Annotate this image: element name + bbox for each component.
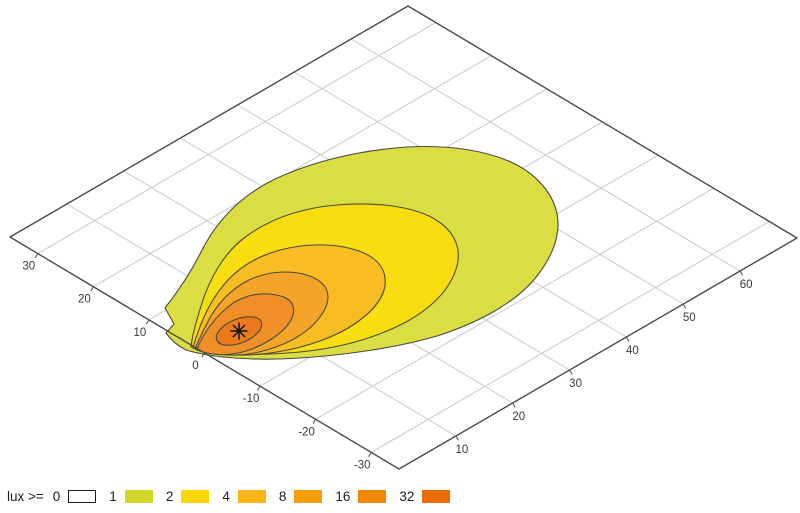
longitudinal-axis-tick xyxy=(512,402,516,408)
legend-swatch-2 xyxy=(181,489,210,503)
lateral-axis-tick-label: -10 xyxy=(243,393,260,405)
lateral-axis-tick xyxy=(145,319,150,325)
longitudinal-axis-tick xyxy=(569,369,573,375)
grid-line-lateral xyxy=(370,220,770,453)
legend-level-label-16: 16 xyxy=(335,488,351,504)
lateral-axis-tick xyxy=(201,352,205,358)
grid-line-longitudinal xyxy=(350,38,741,272)
legend-swatch-16 xyxy=(358,489,387,503)
longitudinal-axis-tick-label: 20 xyxy=(512,411,525,423)
lateral-axis-tick-label: 20 xyxy=(78,294,91,306)
longitudinal-axis-tick xyxy=(625,336,630,342)
lateral-axis-tick-label: 10 xyxy=(134,327,147,339)
plane-border xyxy=(9,5,798,470)
legend-swatch-32 xyxy=(422,489,451,503)
lateral-axis-tick xyxy=(312,419,317,424)
lateral-axis-tick xyxy=(257,385,261,391)
grid-line-lateral xyxy=(315,187,714,420)
legend-level-label-8: 8 xyxy=(278,488,287,504)
lateral-axis-tick-label: -30 xyxy=(354,459,371,471)
legend-swatch-1 xyxy=(124,489,153,503)
legend-prefix-label: lux >= xyxy=(7,488,44,504)
legend: lux >= 0 1 2 4 8 16 32 xyxy=(7,485,463,507)
longitudinal-axis-tick xyxy=(682,303,687,309)
lateral-axis-tick xyxy=(34,253,39,259)
longitudinal-axis-tick xyxy=(455,435,459,441)
legend-level-label-0: 0 xyxy=(52,488,61,504)
lateral-axis-tick-label: -20 xyxy=(298,426,315,438)
grid-line-lateral xyxy=(37,22,437,255)
legend-swatch-8 xyxy=(294,489,323,503)
legend-level-label-2: 2 xyxy=(165,488,174,504)
lateral-axis-tick-label: 0 xyxy=(192,360,198,372)
longitudinal-axis-tick-label: 30 xyxy=(569,378,582,390)
legend-level-label-1: 1 xyxy=(109,488,117,504)
longitudinal-axis-tick xyxy=(739,270,744,276)
legend-swatch-4 xyxy=(237,489,266,503)
longitudinal-axis-tick-label: 60 xyxy=(740,279,753,291)
hotspot-asterisk-marker xyxy=(232,324,246,338)
lateral-axis-tick xyxy=(368,452,372,457)
lateral-axis-tick xyxy=(90,286,94,292)
legend-level-label-32: 32 xyxy=(399,488,415,504)
longitudinal-axis-tick-label: 40 xyxy=(626,345,639,357)
longitudinal-axis-tick-label: 10 xyxy=(455,444,468,456)
legend-level-label-4: 4 xyxy=(222,488,230,504)
lateral-axis-tick-label: 30 xyxy=(22,261,35,273)
longitudinal-axis-tick-label: 50 xyxy=(683,312,696,324)
legend-swatch-0 xyxy=(68,489,97,503)
